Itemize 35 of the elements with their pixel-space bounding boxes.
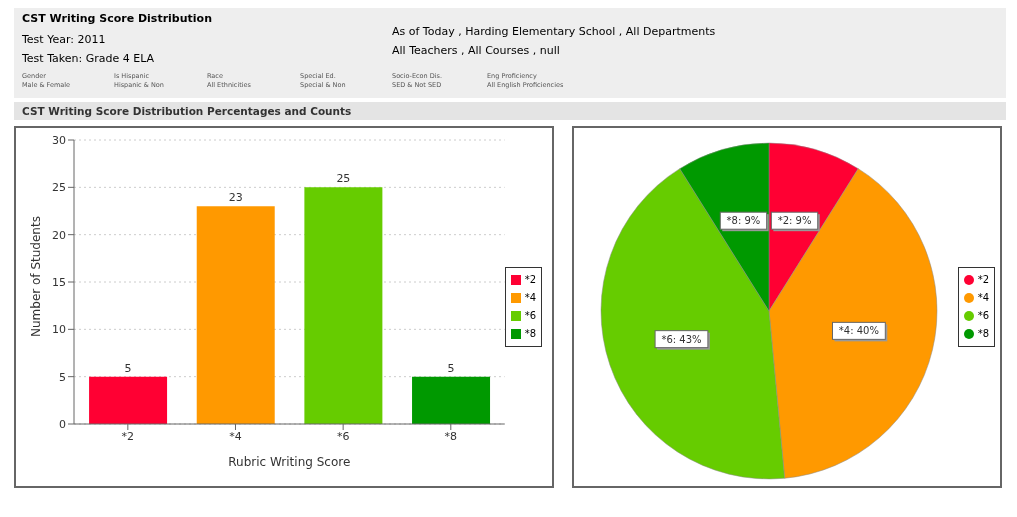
data-label: 23 <box>228 191 243 205</box>
y-tick-label: 20 <box>52 228 66 242</box>
legend-label: *8 <box>977 327 989 341</box>
x-axis-title: Rubric Writing Score <box>228 455 351 469</box>
x-tick-label: *6 <box>336 429 350 443</box>
data-label: 25 <box>336 172 351 186</box>
y-tick-label: 15 <box>52 275 66 289</box>
text: CST Writing Score Distribution Percentages and Counts <box>14 102 1006 120</box>
y-tick-label: 25 <box>52 181 66 195</box>
y-tick-label: 30 <box>52 133 66 147</box>
y-tick-label: 10 <box>52 323 66 337</box>
y-tick-label: 0 <box>59 417 66 431</box>
legend-label: *4 <box>977 291 989 305</box>
data-label: 5 <box>447 361 455 375</box>
legend-label: *6 <box>524 309 536 323</box>
data-label: 5 <box>124 361 132 375</box>
y-axis-title: Number of Students <box>29 216 44 337</box>
y-tick-label: 5 <box>59 370 66 384</box>
x-tick-label: *8 <box>444 429 458 443</box>
legend-label: *6 <box>977 309 989 323</box>
text: CST Writing Score Distribution <box>22 12 213 25</box>
legend-label: *2 <box>977 273 989 287</box>
data-label: *2: 9% <box>777 215 812 227</box>
text: Test Year: 2011 <box>22 32 107 48</box>
text: As of Today , Harding Elementary School , All Departments <box>392 24 716 40</box>
data-label: *8: 9% <box>726 215 761 227</box>
legend-label: *8 <box>524 327 536 341</box>
data-label: *6: 43% <box>661 333 702 345</box>
legend-label: *4 <box>524 291 536 305</box>
text: All Teachers , All Courses , null <box>392 43 561 59</box>
x-tick-label: *4 <box>229 429 242 443</box>
data-label: *4: 40% <box>838 325 879 337</box>
legend-label: *2 <box>524 273 536 287</box>
text: Test Taken: Grade 4 ELA <box>22 51 155 67</box>
x-tick-label: *2 <box>121 429 135 443</box>
